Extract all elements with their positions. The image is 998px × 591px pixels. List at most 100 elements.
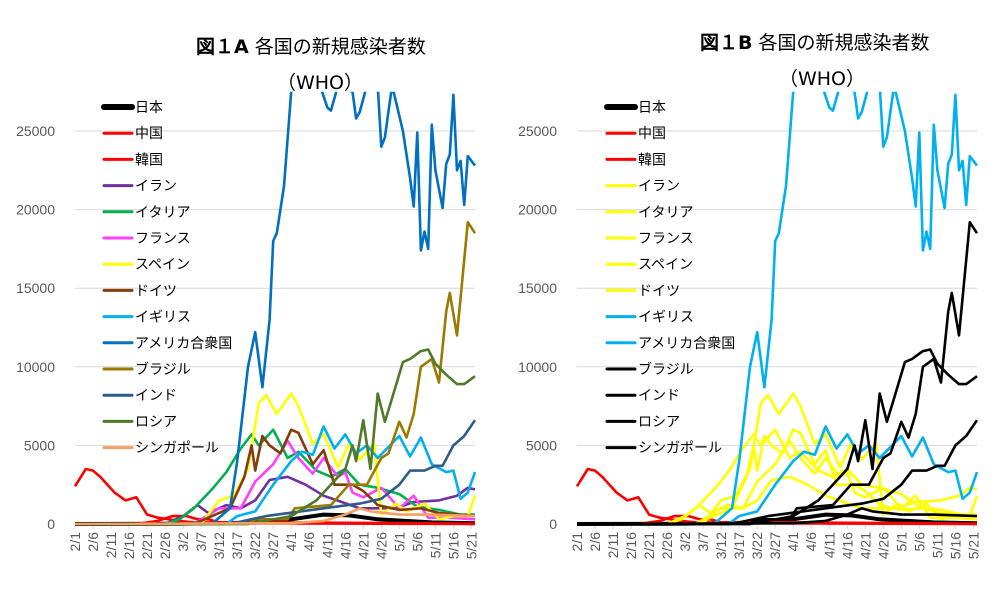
x-tick-label: 5/11 [929, 532, 945, 558]
series-line-5 [577, 439, 978, 526]
x-tick-label: 3/17 [731, 532, 747, 559]
legend-label: ドイツ [638, 283, 680, 299]
x-tick-label: 2/6 [587, 532, 603, 552]
series-line-13 [576, 506, 978, 526]
x-tick-label: 5/16 [445, 532, 461, 559]
legend-label: スペイン [135, 257, 190, 273]
legend-label: イタリア [135, 205, 190, 221]
legend-label: ロシア [135, 414, 177, 430]
series-line-11 [75, 419, 477, 526]
y-tick-label: 15000 [518, 280, 557, 296]
x-tick-label: 5/6 [409, 532, 425, 552]
chart-title-bold: 図１A [196, 36, 249, 58]
legend-label: シンガポール [638, 441, 722, 457]
series-line-11 [577, 419, 979, 526]
y-tick-label: 0 [47, 516, 55, 532]
x-tick-label: 4/21 [355, 532, 371, 559]
x-tick-label: 5/1 [391, 532, 407, 552]
legend-label: イギリス [638, 310, 694, 326]
legend-label: 中国 [135, 126, 163, 142]
x-tick-label: 3/27 [767, 532, 783, 559]
x-tick-label: 4/1 [283, 532, 299, 552]
legend-label: アメリカ合衆国 [638, 336, 735, 352]
legend-label: アメリカ合衆国 [135, 336, 232, 352]
series-line-8 [577, 425, 979, 526]
series-line-9 [75, 91, 477, 526]
y-tick-label: 5000 [24, 437, 55, 453]
y-tick-label: 5000 [526, 437, 557, 453]
series-line-7 [75, 428, 476, 526]
y-tick-label: 25000 [16, 123, 55, 139]
series-line-3 [577, 475, 978, 526]
x-tick-label: 3/17 [229, 532, 245, 559]
series-line-8 [75, 425, 477, 526]
series-line-9 [577, 91, 979, 526]
legend-label: イラン [638, 179, 680, 195]
x-tick-label: 3/22 [247, 532, 263, 559]
x-tick-label: 4/6 [301, 532, 317, 552]
x-tick-label: 2/16 [121, 532, 137, 559]
legend-label: インド [135, 388, 177, 404]
x-tick-label: 5/21 [463, 532, 479, 559]
x-tick-label: 2/26 [157, 532, 173, 559]
legend-label: スペイン [638, 257, 693, 273]
x-tick-label: 2/16 [623, 532, 639, 559]
legend-label: フランス [135, 231, 191, 247]
chart-title: 図１A 各国の新規感染者数 [196, 36, 426, 58]
x-tick-label: 3/2 [677, 532, 693, 552]
legend-label: ブラジル [135, 361, 191, 378]
legend-label: イラン [135, 179, 177, 195]
legend-label: シンガポール [135, 441, 219, 457]
x-tick-label: 3/2 [175, 532, 191, 552]
series-line-5 [75, 439, 476, 526]
x-tick-label: 2/11 [605, 532, 621, 558]
chart-1b: 図１B 各国の新規感染者数 （WHO） 0 5000 10000 15000 20000 2… [518, 32, 981, 559]
x-tick-label: 4/6 [803, 532, 819, 552]
x-tick-label: 5/6 [911, 532, 927, 552]
legend-label: イタリア [638, 205, 693, 221]
legend-label: ブラジル [638, 361, 694, 378]
y-tick-label: 0 [549, 516, 557, 532]
y-tick-label: 25000 [518, 123, 557, 139]
y-tick-label: 20000 [16, 202, 55, 218]
legend-label: ロシア [638, 414, 680, 430]
chart-subtitle: （WHO） [779, 68, 865, 90]
y-tick-label: 20000 [518, 202, 557, 218]
x-tick-label: 4/21 [857, 532, 873, 559]
series-line-12 [75, 348, 476, 526]
legend-label: フランス [638, 231, 694, 247]
x-tick-label: 5/1 [893, 532, 909, 552]
series-line-7 [577, 428, 978, 526]
chart-title-text: 各国の新規感染者数 [255, 36, 426, 58]
chart-title-text: 各国の新規感染者数 [758, 32, 929, 54]
x-tick-label: 4/16 [337, 532, 353, 559]
x-tick-label: 2/11 [103, 532, 119, 558]
x-tick-label: 2/1 [67, 532, 83, 552]
legend-label: 中国 [638, 126, 666, 142]
legend-label: 日本 [638, 100, 666, 116]
chart-title-bold: 図１B [700, 32, 752, 54]
legend-label: 日本 [135, 100, 163, 116]
legend-label: イギリス [135, 310, 191, 326]
series-line-3 [75, 475, 476, 526]
x-tick-label: 3/7 [193, 532, 209, 552]
legend-label: 韓国 [135, 152, 163, 168]
x-tick-label: 5/16 [947, 532, 963, 559]
series-line-13 [74, 506, 476, 526]
legend-label: ドイツ [135, 283, 177, 299]
chart-subtitle: （WHO） [277, 72, 363, 94]
y-tick-label: 10000 [16, 359, 55, 375]
x-tick-label: 2/26 [659, 532, 675, 559]
x-tick-label: 5/11 [427, 532, 443, 558]
x-tick-label: 2/6 [85, 532, 101, 552]
y-tick-label: 10000 [518, 359, 557, 375]
chart-1a: 図１A 各国の新規感染者数 （WHO） 0 5000 10000 15000 20000 2… [16, 36, 479, 559]
x-tick-label: 3/27 [265, 532, 281, 559]
y-tick-label: 15000 [16, 280, 55, 296]
x-tick-label: 3/12 [713, 532, 729, 559]
legend-label: 韓国 [638, 152, 666, 168]
x-tick-label: 4/26 [373, 532, 389, 559]
x-tick-label: 5/21 [965, 532, 981, 559]
x-tick-label: 3/22 [749, 532, 765, 559]
